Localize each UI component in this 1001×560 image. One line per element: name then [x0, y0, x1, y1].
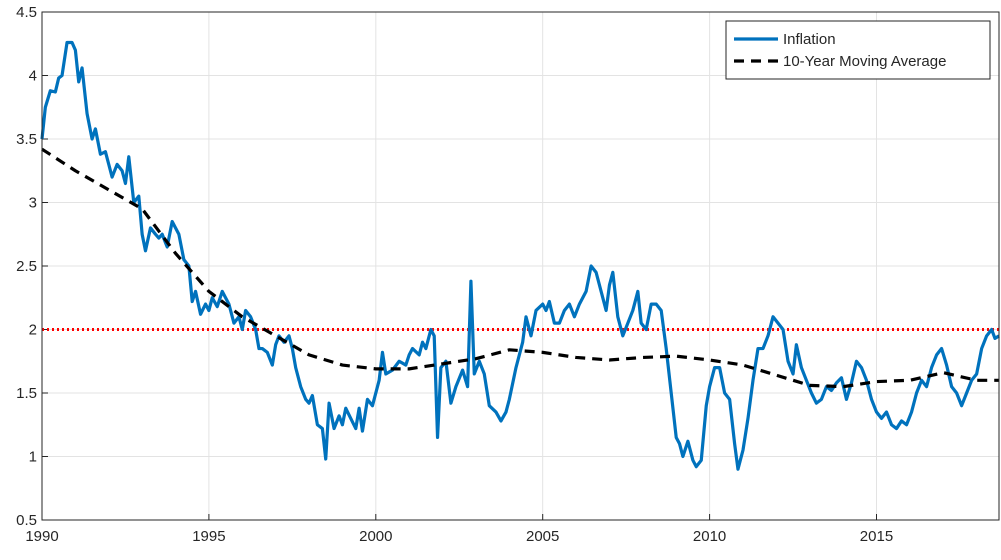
series-line — [41, 147, 999, 389]
plot-border — [41, 11, 1000, 521]
legend-label: Inflation — [783, 31, 836, 48]
x-tick-label: 2015 — [860, 528, 893, 545]
x-tick-label: 2010 — [693, 528, 726, 545]
legend-box — [725, 20, 991, 80]
y-tick-label: 4 — [29, 68, 37, 85]
legend-label: 10-Year Moving Average — [783, 53, 946, 70]
y-tick-label: 3.5 — [16, 131, 37, 148]
y-tick-label: 4.5 — [16, 4, 37, 21]
y-tick-label: 1.5 — [16, 385, 37, 402]
x-tick-label: 1990 — [25, 528, 58, 545]
x-tick-label: 2000 — [359, 528, 392, 545]
y-tick-label: 0.5 — [16, 512, 37, 529]
y-tick-label: 1 — [29, 449, 37, 466]
x-tick-label: 1995 — [192, 528, 225, 545]
y-tick-label: 2.5 — [16, 258, 37, 275]
x-tick-label: 2005 — [526, 528, 559, 545]
y-tick-label: 2 — [29, 322, 37, 339]
y-tick-label: 3 — [29, 195, 37, 212]
